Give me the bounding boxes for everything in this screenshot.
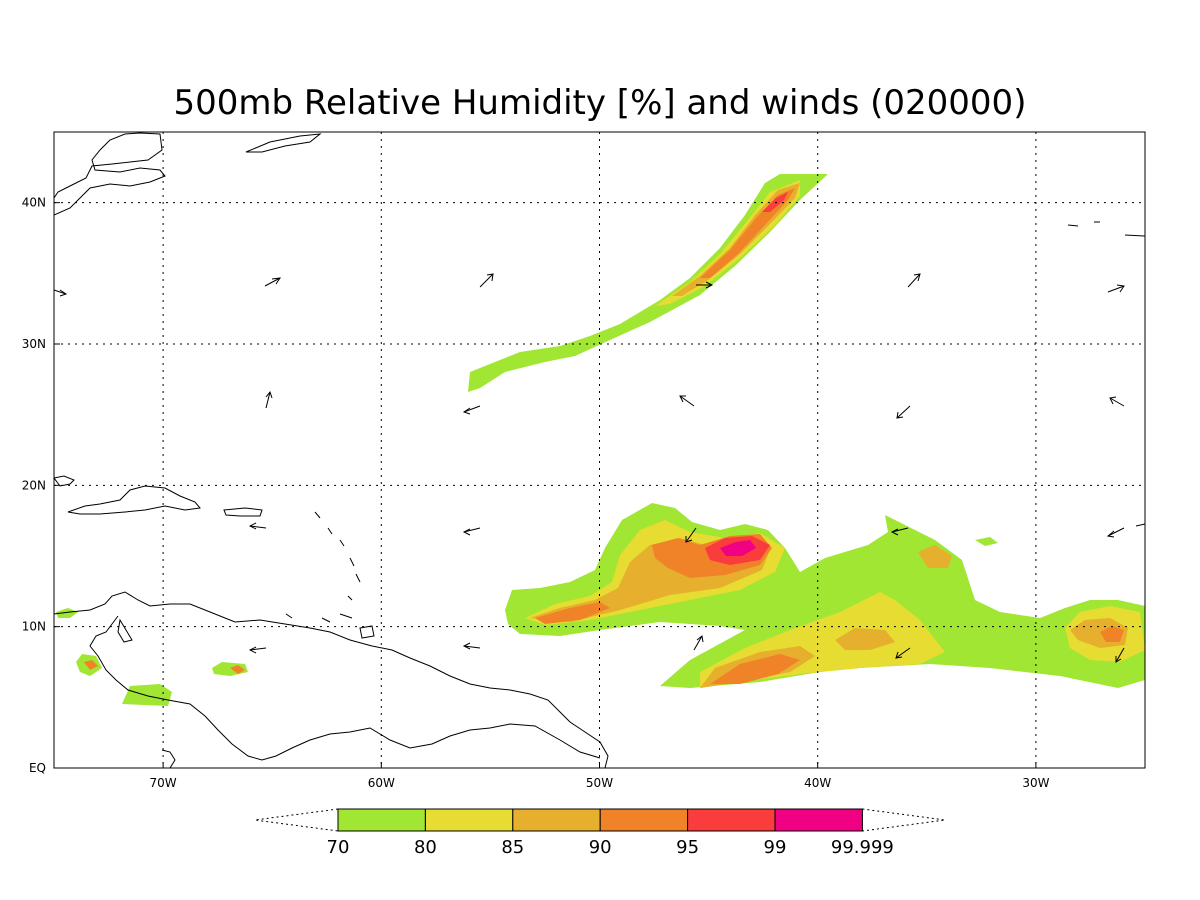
humidity-east-core: [710, 654, 800, 684]
humidity-tropical-peak: [720, 540, 756, 556]
colorbar-swatch: [687, 808, 776, 832]
coast-lake-maracaibo: [117, 618, 133, 643]
humidity-band-north-peak: [762, 192, 788, 212]
colorbar-level-label: 99: [764, 837, 787, 858]
colorbar-swatch: [599, 808, 689, 832]
coast-newfoundland: [245, 133, 322, 153]
lat-tick-label: EQ: [29, 761, 46, 775]
wind-vector: [679, 395, 695, 407]
humidity-east-orange-blob: [918, 545, 952, 568]
wind-vector: [248, 646, 267, 654]
wind-vector: [53, 289, 68, 297]
wind-vector: [479, 273, 494, 288]
colorbar-swatch: [337, 808, 426, 832]
colorbar-high-triangle: [862, 808, 946, 832]
coast-trinidad: [359, 625, 375, 639]
humidity-patch-colombia: [122, 684, 172, 706]
colorbar-level-label: 95: [676, 837, 699, 858]
humidity-patch-western-core: [84, 660, 98, 670]
colorbar-low-triangle: [254, 808, 339, 832]
wind-vector: [907, 273, 921, 288]
wind-vector: [896, 405, 911, 419]
coast-south-america: [54, 591, 609, 768]
wind-vector: [248, 522, 267, 530]
wind-vector: [693, 635, 704, 651]
wind-vector: [264, 277, 282, 287]
lon-tick-label: 30W: [1022, 776, 1049, 790]
wind-vector: [696, 281, 714, 289]
map-title: 500mb Relative Humidity [%] and winds (0…: [174, 83, 1027, 123]
wind-vector: [890, 527, 909, 536]
lon-tick-label: 70W: [150, 776, 177, 790]
wind-vector-layer: [53, 273, 1146, 663]
colorbar-level-label: 85: [501, 837, 524, 858]
coast-lesser-antilles: [285, 511, 361, 623]
lat-tick-label: 30N: [22, 337, 46, 351]
lat-tick-label: 40N: [22, 196, 46, 210]
colorbar-swatch: [774, 808, 863, 832]
lat-tick-label: 20N: [22, 478, 46, 492]
coastline-layer: [54, 132, 1145, 768]
lon-tick-label: 60W: [368, 776, 395, 790]
coast-azores: [1067, 221, 1145, 237]
colorbar-level-label: 99.999: [831, 837, 894, 858]
axis-labels: 70W 60W 50W 40W 30W EQ 10N 20N 30N 40N: [22, 196, 1050, 790]
colorbar: 70 80 85 90 95 99 99.999: [254, 808, 946, 858]
wind-vector: [1135, 523, 1146, 527]
wind-vector: [1109, 396, 1125, 407]
humidity-patch-islet: [975, 537, 998, 546]
colorbar-level-label: 70: [327, 837, 350, 858]
wind-vector: [1106, 527, 1125, 538]
coast-hispaniola: [67, 485, 201, 515]
humidity-far-east-core: [1100, 626, 1124, 642]
colorbar-swatch: [424, 808, 514, 832]
colorbar-level-label: 90: [589, 837, 612, 858]
humidity-band-north: [468, 174, 828, 392]
colorbar-swatch: [512, 808, 601, 832]
humidity-east-orange-spot: [835, 628, 895, 650]
wind-vector: [685, 527, 697, 543]
humidity-patch-gulf: [56, 608, 78, 618]
humidity-patch-venezuela-core: [230, 665, 245, 674]
humidity-fill-layer: [56, 174, 1145, 706]
wind-vector: [462, 642, 481, 650]
coast-cuba: [54, 475, 75, 487]
wind-vector: [1115, 647, 1125, 663]
coast-puerto-rico: [223, 507, 263, 517]
lon-tick-label: 50W: [586, 776, 613, 790]
lat-tick-label: 10N: [22, 620, 46, 634]
wind-vector: [462, 527, 481, 536]
graticule: [54, 132, 1145, 768]
wind-vector: [895, 647, 911, 659]
wind-vector: [1107, 284, 1125, 293]
wind-vector: [462, 405, 481, 415]
colorbar-level-label: 80: [414, 837, 437, 858]
lon-tick-label: 40W: [804, 776, 831, 790]
humidity-tropical-core-west: [535, 602, 610, 624]
coast-north-america: [54, 132, 166, 216]
wind-vector: [265, 390, 273, 409]
